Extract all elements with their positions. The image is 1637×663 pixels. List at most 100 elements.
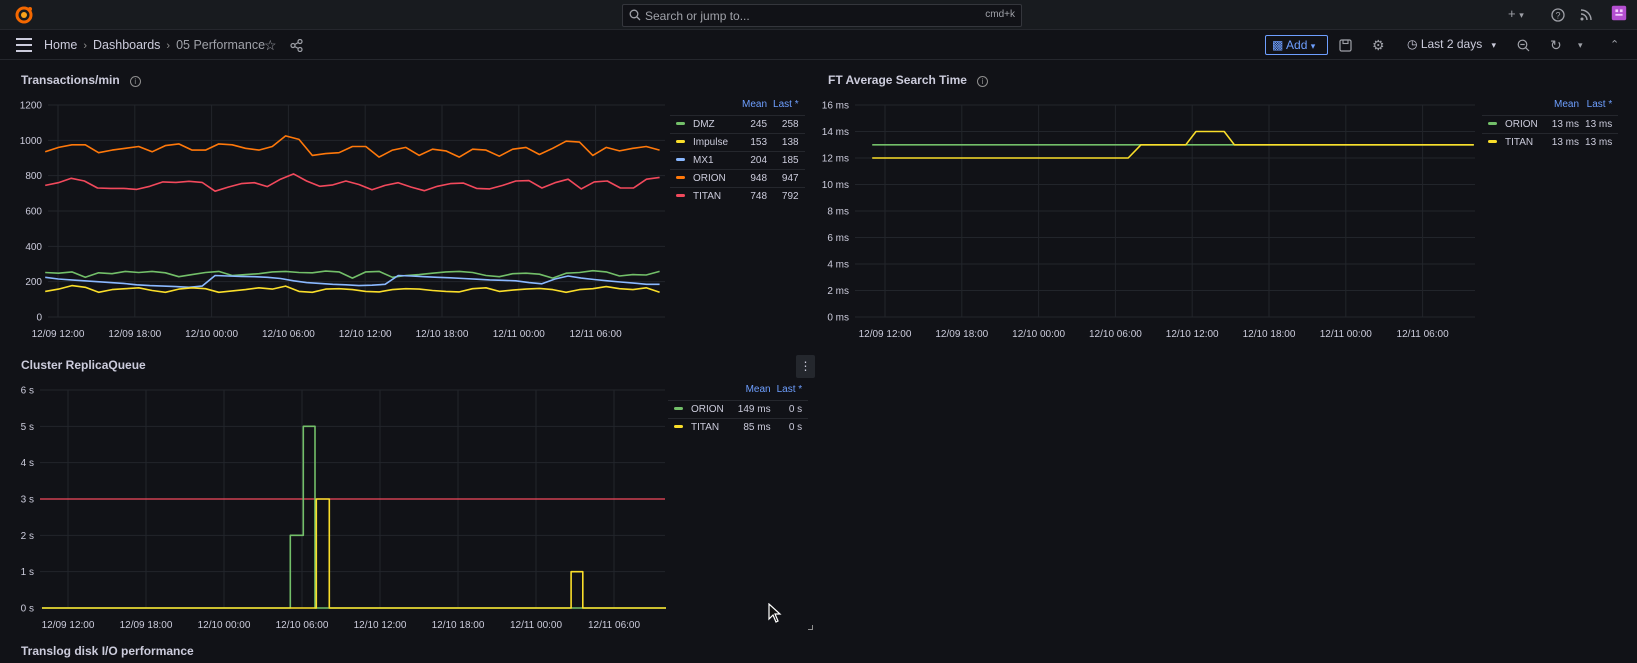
legend-header: Mean Last * <box>668 382 808 400</box>
legend-series-name[interactable]: ORION <box>693 172 726 184</box>
breadcrumb-home[interactable]: Home <box>44 38 78 52</box>
legend-value: 947 <box>773 168 805 187</box>
breadcrumb-dashboards[interactable]: Dashboards <box>93 38 161 52</box>
search-input[interactable]: Search or jump to... cmd+k <box>622 4 1022 27</box>
legend-row[interactable]: TITAN 85 ms 0 s <box>668 417 809 436</box>
legend-series-name[interactable]: Impulse <box>693 136 729 148</box>
y-tick-label: 0 <box>36 313 42 324</box>
legend-column-header[interactable]: Last * <box>776 383 803 395</box>
help-icon[interactable]: ? <box>1551 6 1565 24</box>
y-tick-label: 4 s <box>21 458 34 469</box>
legend-row[interactable]: ORION 13 ms 13 ms <box>1482 114 1619 133</box>
legend-column-header[interactable]: Mean <box>1554 98 1580 110</box>
x-tick-label: 12/09 18:00 <box>935 329 988 340</box>
series-line-dmz <box>45 269 660 279</box>
legend-value: 138 <box>773 132 805 151</box>
legend-column-header[interactable]: Last * <box>773 98 799 110</box>
legend-row[interactable]: TITAN 748 792 <box>670 186 805 205</box>
legend-row[interactable]: DMZ 245 258 <box>670 114 805 133</box>
series-line-mx1 <box>45 274 660 289</box>
legend-series-name[interactable]: ORION <box>691 403 724 415</box>
y-tick-label: 6 s <box>21 386 34 397</box>
star-icon[interactable]: ☆ <box>264 37 277 53</box>
chevron-down-icon: ▾ <box>1519 10 1524 20</box>
series-line-titan <box>872 130 1474 159</box>
save-icon[interactable] <box>1339 39 1352 52</box>
breadcrumb-current[interactable]: 05 Performance <box>176 38 266 52</box>
legend-header: Mean Last * <box>1482 97 1618 115</box>
refresh-icon[interactable]: ↻ <box>1550 37 1562 53</box>
replica-chart[interactable]: 0 s 1 s 2 s 3 s 4 s 5 s 6 s 12/09 12:00 12/09 18… <box>0 380 670 630</box>
legend-row[interactable]: Impulse 153 138 <box>670 132 805 151</box>
share-icon[interactable] <box>290 39 303 52</box>
legend-value: 0 s <box>776 417 809 436</box>
legend-series-name[interactable]: ORION <box>1505 118 1538 130</box>
plus-icon: + <box>1508 6 1516 21</box>
legend-row[interactable]: ORION 948 947 <box>670 168 805 187</box>
legend-series-name[interactable]: TITAN <box>693 190 722 202</box>
legend-value: 13 ms <box>1551 114 1586 133</box>
info-icon[interactable]: i <box>976 76 988 87</box>
panel-title-replica[interactable]: Cluster ReplicaQueue <box>21 358 146 372</box>
settings-gear-icon[interactable]: ⚙ <box>1372 37 1385 53</box>
legend-color-swatch <box>676 121 685 125</box>
ft-search-chart[interactable]: 0 ms 2 ms 4 ms 6 ms 8 ms 10 ms 12 ms 14 ms 16 ms… <box>815 95 1480 345</box>
x-tick-label: 12/09 18:00 <box>120 620 173 630</box>
legend-column-header[interactable]: Last * <box>1586 98 1613 110</box>
panel-title-translog[interactable]: Translog disk I/O performance <box>21 644 194 658</box>
news-feed-icon[interactable] <box>1579 6 1593 24</box>
legend-value: 185 <box>773 150 805 169</box>
x-tick-label: 12/10 00:00 <box>185 329 238 340</box>
chevron-down-icon: ▾ <box>1310 41 1316 51</box>
info-icon[interactable]: i <box>129 76 141 87</box>
legend-column-header[interactable]: Mean <box>742 98 768 110</box>
grafana-logo-icon[interactable] <box>14 5 34 25</box>
x-tick-label: 12/10 12:00 <box>339 329 392 340</box>
legend-series-name[interactable]: DMZ <box>693 118 715 130</box>
x-tick-label: 12/10 06:00 <box>262 329 315 340</box>
refresh-interval-chevron-icon[interactable]: ▾ <box>1578 40 1583 50</box>
x-tick-label: 12/09 18:00 <box>108 329 161 340</box>
legend-series-name[interactable]: TITAN <box>691 421 720 433</box>
new-menu-button[interactable]: + ▾ <box>1508 6 1524 24</box>
x-tick-label: 12/10 00:00 <box>1012 329 1065 340</box>
chevron-down-icon: ▾ <box>1491 40 1497 50</box>
x-tick-label: 12/10 18:00 <box>416 329 469 340</box>
legend-row[interactable]: TITAN 13 ms 13 ms <box>1482 132 1619 151</box>
menu-icon[interactable] <box>16 38 32 52</box>
user-avatar-icon[interactable] <box>1609 4 1629 22</box>
zoom-out-icon[interactable] <box>1517 39 1530 52</box>
series-line-orion <box>44 135 660 158</box>
panel-title-ft-search[interactable]: FT Average Search Time i <box>828 73 988 87</box>
clock-icon: ◷ <box>1407 37 1418 51</box>
more-vertical-icon: ⋮ <box>799 359 812 373</box>
panel-menu-button[interactable]: ⋮ <box>796 355 815 378</box>
x-tick-label: 12/11 00:00 <box>493 329 546 340</box>
legend-series-name[interactable]: TITAN <box>1505 136 1534 148</box>
transactions-chart[interactable]: 0 200 400 600 800 1000 1200 12/09 12:00 12/09 18… <box>0 95 670 345</box>
legend-color-swatch <box>676 193 685 197</box>
y-tick-label: 10 ms <box>822 180 849 191</box>
y-tick-label: 600 <box>25 207 42 218</box>
collapse-chevron-up-icon[interactable]: ⌃ <box>1610 39 1620 51</box>
time-range-picker[interactable]: ◷ Last 2 days ▾ <box>1407 37 1496 51</box>
legend-column-header[interactable]: Mean <box>745 383 771 395</box>
legend-row[interactable]: MX1 204 185 <box>670 150 805 169</box>
legend-color-swatch <box>1488 139 1497 143</box>
add-button[interactable]: ▩ Add ▾ <box>1265 35 1328 55</box>
legend-color-swatch <box>676 175 685 179</box>
y-tick-label: 16 ms <box>822 101 849 112</box>
y-tick-label: 2 s <box>21 531 34 542</box>
legend-value: 0 s <box>776 399 809 418</box>
legend-color-swatch <box>674 406 683 410</box>
legend-value: 13 ms <box>1585 132 1619 151</box>
y-tick-label: 12 ms <box>822 154 849 165</box>
resize-handle-icon[interactable] <box>808 625 813 630</box>
legend-series-name[interactable]: MX1 <box>693 154 714 166</box>
x-tick-label: 12/10 00:00 <box>198 620 251 630</box>
y-tick-label: 2 ms <box>827 286 849 297</box>
x-tick-label: 12/10 06:00 <box>276 620 329 630</box>
panel-title-transactions[interactable]: Transactions/min i <box>21 73 141 87</box>
x-tick-label: 12/10 18:00 <box>432 620 485 630</box>
legend-row[interactable]: ORION 149 ms 0 s <box>668 399 809 418</box>
